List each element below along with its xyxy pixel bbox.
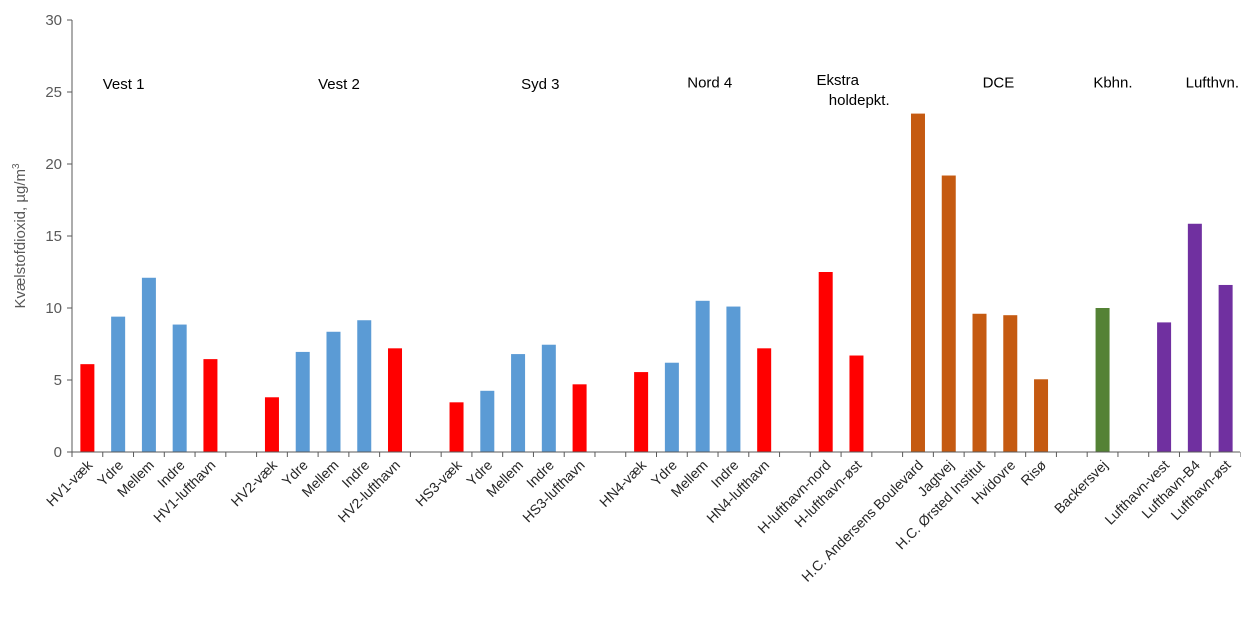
y-tick-label: 10 (45, 300, 62, 317)
bar (695, 300, 710, 452)
group-annotation: DCE (983, 75, 1015, 92)
group-annotation: Nord 4 (687, 75, 732, 92)
group-annotation: Lufthvn. (1186, 75, 1239, 92)
bar (757, 348, 772, 452)
y-axis: 0 5 10 15 20 25 30 (45, 12, 73, 461)
x-axis (71, 451, 1241, 457)
bar (511, 354, 526, 452)
bar (1218, 284, 1233, 452)
bar (1187, 223, 1202, 452)
bar (141, 277, 156, 452)
bar (80, 364, 95, 452)
y-tick-label: 20 (45, 156, 62, 173)
x-tick-label: HV2-væk (228, 456, 281, 509)
bars (80, 113, 1233, 452)
bar (264, 397, 279, 452)
bar (572, 384, 587, 452)
y-axis-label: Kvælstofdioxid, µg/m3 (11, 163, 29, 309)
bar (388, 348, 403, 452)
y-tick-label: 0 (54, 444, 62, 461)
bar (664, 362, 679, 452)
bar (941, 175, 956, 452)
group-annotation: Syd 3 (521, 76, 559, 93)
y-axis-label-superscript: 3 (11, 163, 22, 169)
y-tick-label: 15 (45, 228, 62, 245)
bar (849, 355, 864, 452)
bar (449, 402, 464, 452)
group-annotation: Kbhn. (1093, 75, 1132, 92)
bar (1095, 308, 1110, 452)
y-tick-label: 25 (45, 84, 62, 101)
bar (295, 351, 310, 452)
bar (541, 344, 556, 452)
group-annotation: Vest 2 (318, 76, 360, 93)
bar (634, 372, 649, 452)
bar (910, 113, 925, 452)
y-axis-label-text: Kvælstofdioxid, µg/m (12, 169, 29, 309)
group-annotations: Vest 1 Vest 2 Syd 3 Nord 4 Ekstra holdepkt. DC… (103, 72, 1239, 109)
group-annotation: Vest 1 (103, 76, 145, 93)
bar (972, 313, 987, 452)
bar (172, 324, 187, 452)
y-tick-label: 30 (45, 12, 62, 29)
x-tick-label: HN4-væk (596, 456, 650, 510)
bar (111, 316, 126, 452)
x-tick-label: HS3-væk (412, 456, 465, 509)
bar (480, 390, 495, 452)
bar (326, 331, 341, 452)
y-tick-label: 5 (54, 372, 62, 389)
x-tick-label: HV1-væk (43, 456, 96, 509)
x-tick-label: Risø (1017, 456, 1049, 488)
bar (357, 320, 372, 452)
group-annotation: Ekstra (816, 72, 859, 89)
bar (1034, 379, 1049, 452)
bar (726, 306, 741, 452)
bar (1003, 315, 1018, 452)
bar (1157, 322, 1172, 452)
bar (818, 272, 833, 452)
group-annotation: holdepkt. (829, 92, 890, 109)
x-tick-label: Backersvej (1051, 457, 1111, 517)
bar (203, 359, 218, 452)
